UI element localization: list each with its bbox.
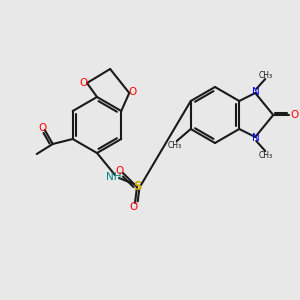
Text: CH₃: CH₃ bbox=[168, 142, 182, 151]
Text: O: O bbox=[129, 202, 137, 212]
Text: N: N bbox=[252, 87, 260, 97]
Text: O: O bbox=[115, 166, 123, 176]
Text: N: N bbox=[252, 133, 260, 143]
Text: O: O bbox=[128, 87, 136, 97]
Text: S: S bbox=[133, 181, 141, 194]
Text: O: O bbox=[39, 123, 47, 133]
Text: O: O bbox=[80, 78, 88, 88]
Text: NH: NH bbox=[106, 172, 122, 182]
Text: CH₃: CH₃ bbox=[258, 151, 272, 160]
Text: O: O bbox=[290, 110, 298, 120]
Text: CH₃: CH₃ bbox=[258, 70, 272, 80]
